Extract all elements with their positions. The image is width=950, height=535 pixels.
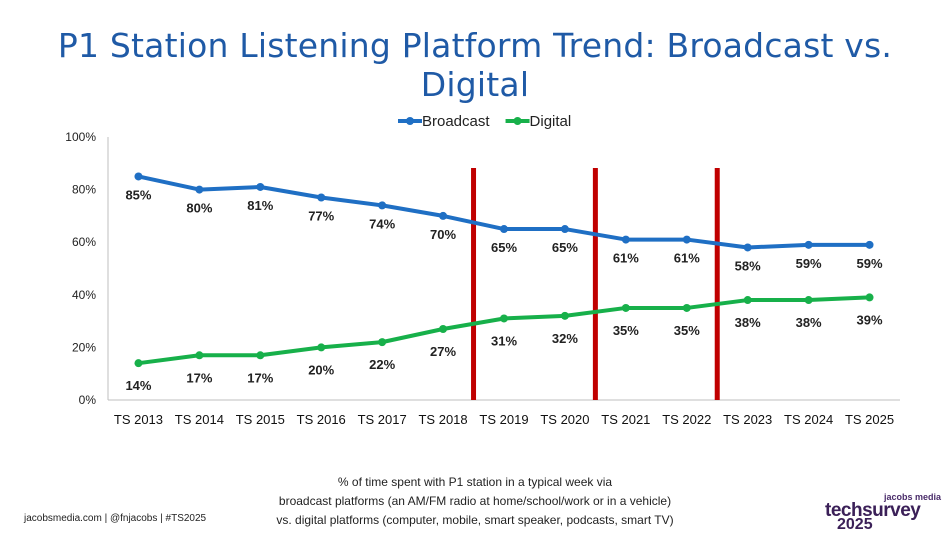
data-label-digital: 35% [674, 323, 700, 338]
chart-footnote: % of time spent with P1 station in a typ… [240, 473, 710, 530]
legend-label-digital: Digital [530, 113, 572, 130]
footnote-line-1: % of time spent with P1 station in a typ… [337, 475, 613, 489]
data-label-digital: 38% [796, 315, 822, 330]
data-point-digital [804, 296, 813, 305]
logo-name: techsurvey [825, 500, 921, 521]
data-label-digital: 31% [491, 333, 517, 348]
x-tick-label: TS 2015 [236, 412, 285, 427]
logo-company: jacobs media [883, 492, 941, 502]
data-point-broadcast [195, 185, 204, 194]
data-label-digital: 27% [430, 344, 456, 359]
data-label-broadcast: 65% [491, 240, 517, 255]
data-label-digital: 38% [735, 315, 761, 330]
data-point-digital [621, 303, 630, 312]
data-point-digital [256, 351, 265, 360]
x-tick-label: TS 2019 [479, 412, 528, 427]
data-label-digital: 35% [613, 323, 639, 338]
data-point-digital [743, 296, 752, 305]
footnote-line-2: broadcast platforms (an AM/FM radio at h… [278, 494, 672, 508]
x-tick-label: TS 2022 [662, 412, 711, 427]
data-label-broadcast: 58% [735, 258, 761, 273]
data-point-broadcast [621, 235, 630, 244]
x-tick-label: TS 2023 [723, 412, 772, 427]
y-tick-label: 60% [72, 235, 96, 249]
data-point-broadcast [500, 225, 508, 234]
data-point-digital [195, 351, 204, 360]
y-tick-label: 40% [72, 288, 96, 302]
y-tick-label: 80% [72, 183, 96, 197]
data-label-digital: 14% [125, 378, 151, 393]
data-point-digital [865, 293, 874, 302]
data-label-broadcast: 59% [796, 256, 822, 271]
data-label-broadcast: 61% [613, 251, 639, 266]
x-tick-label: TS 2020 [540, 412, 589, 427]
data-point-broadcast [134, 172, 143, 181]
data-point-broadcast [378, 201, 387, 210]
data-label-broadcast: 81% [247, 198, 273, 213]
data-label-broadcast: 85% [125, 187, 151, 202]
logo-year: 2025 [837, 516, 873, 533]
data-label-broadcast: 59% [857, 256, 883, 271]
data-label-broadcast: 65% [552, 240, 578, 255]
footnote-line-3: vs. digital platforms (computer, mobile,… [276, 513, 674, 527]
y-tick-label: 100% [65, 130, 96, 144]
legend-label-broadcast: Broadcast [422, 113, 490, 130]
techsurvey-logo: jacobs media techsurvey 2025 [825, 492, 945, 533]
x-tick-label: TS 2013 [114, 412, 163, 427]
legend-marker-broadcast [406, 117, 414, 125]
y-tick-label: 0% [79, 393, 97, 407]
x-tick-label: TS 2017 [358, 412, 407, 427]
page-title: P1 Station Listening Platform Trend: Bro… [57, 26, 893, 104]
data-label-digital: 39% [857, 312, 883, 327]
legend-marker-digital [513, 117, 522, 125]
data-label-digital: 20% [308, 362, 334, 377]
data-point-broadcast [560, 225, 569, 234]
data-point-broadcast [682, 235, 691, 244]
data-point-digital [378, 338, 387, 347]
data-point-digital [134, 359, 143, 368]
data-label-digital: 17% [247, 370, 273, 385]
data-label-broadcast: 77% [308, 208, 334, 223]
data-point-broadcast [439, 211, 448, 220]
data-label-broadcast: 74% [369, 216, 395, 231]
data-label-broadcast: 80% [186, 201, 212, 216]
data-point-digital [500, 314, 508, 323]
data-point-broadcast [865, 240, 874, 249]
data-label-digital: 22% [369, 357, 395, 372]
x-tick-label: TS 2016 [297, 412, 346, 427]
y-tick-label: 20% [72, 340, 96, 354]
data-point-broadcast [256, 182, 265, 191]
x-tick-label: TS 2025 [845, 412, 894, 427]
data-label-digital: 32% [552, 331, 578, 346]
data-label-digital: 17% [186, 370, 212, 385]
data-point-broadcast [317, 193, 326, 202]
x-tick-label: TS 2018 [418, 412, 467, 427]
x-tick-label: TS 2014 [175, 412, 224, 427]
data-point-broadcast [804, 240, 813, 249]
data-label-broadcast: 70% [430, 227, 456, 242]
data-point-broadcast [743, 243, 752, 252]
x-tick-label: TS 2021 [601, 412, 650, 427]
data-point-digital [682, 303, 691, 312]
series-line-digital [136, 295, 872, 366]
data-point-digital [317, 343, 326, 352]
footer-credit: jacobsmedia.com | @fnjacobs | #TS2025 [24, 513, 207, 524]
x-tick-label: TS 2024 [784, 412, 833, 427]
data-point-digital [560, 311, 569, 320]
data-label-broadcast: 61% [674, 251, 700, 266]
data-point-digital [439, 324, 448, 333]
